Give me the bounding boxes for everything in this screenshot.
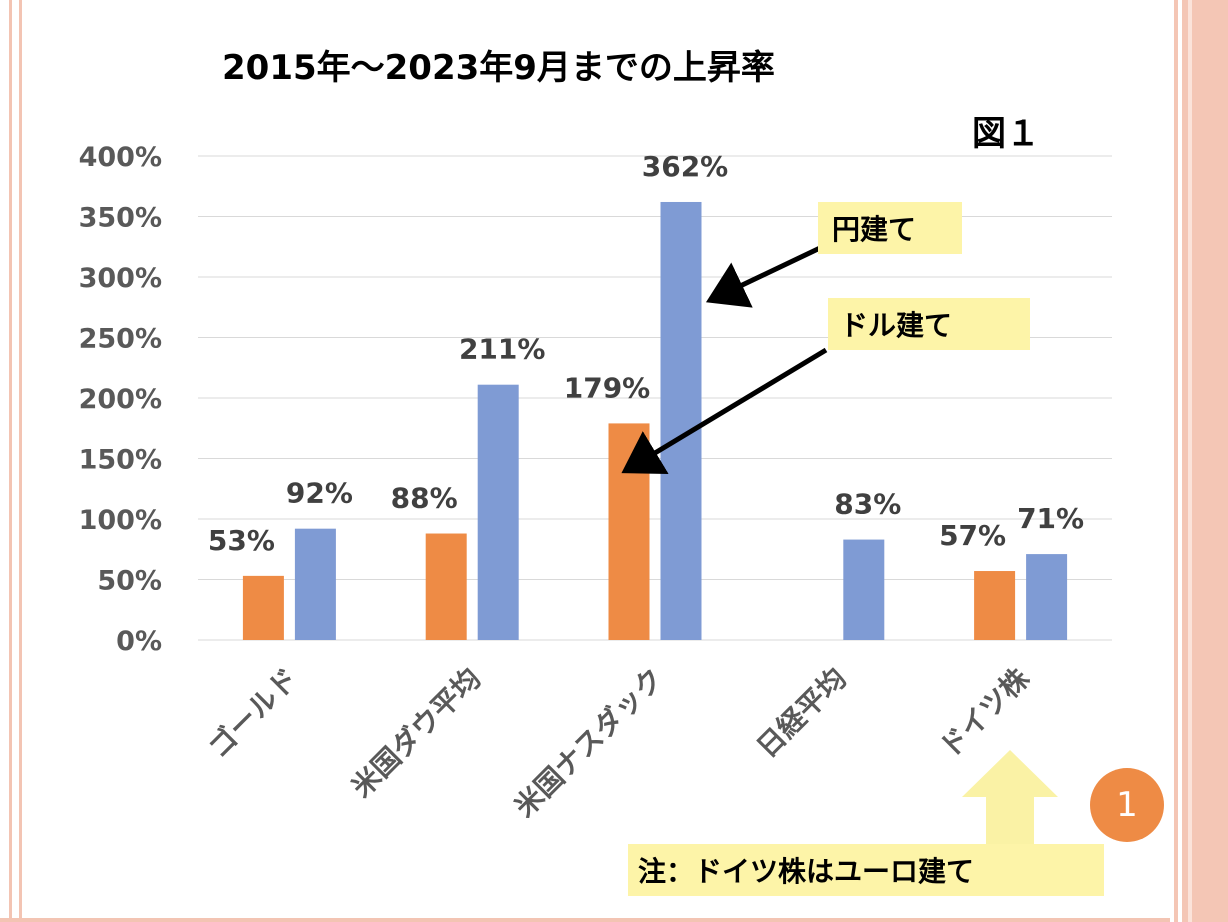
yen-arrow (705, 245, 822, 308)
x-tick-label: 米国ダウ平均 (345, 662, 487, 804)
slide-bottom-border (0, 918, 1170, 922)
dollar-arrow (621, 347, 828, 474)
y-tick-label: 100% (79, 505, 162, 536)
dollar-callout: ドル建て (828, 298, 1030, 350)
figure-label: 図１ (972, 114, 1040, 154)
y-tick-label: 350% (79, 203, 162, 234)
data-label: 211% (459, 333, 546, 366)
data-label: 88% (391, 482, 458, 515)
x-tick-label: 米国ナスダック (508, 662, 670, 824)
data-label: 92% (286, 477, 353, 510)
slide-border-left (0, 0, 22, 922)
data-label: 179% (564, 371, 651, 404)
up-arrow-icon (962, 750, 1058, 844)
data-label: 53% (208, 524, 275, 557)
bar-yen-3 (843, 539, 885, 640)
bar-yen-2 (660, 201, 702, 641)
y-tick-label: 0% (116, 626, 162, 657)
bar-dollar-4 (974, 571, 1016, 640)
y-tick-label: 400% (79, 142, 162, 173)
bar-yen-4 (1026, 554, 1068, 640)
y-tick-label: 150% (79, 445, 162, 476)
slide-border-right (1170, 0, 1228, 922)
y-tick-label: 250% (79, 324, 162, 355)
y-tick-label: 50% (97, 566, 162, 597)
data-label: 83% (834, 488, 901, 521)
x-tick-label: 日経平均 (750, 662, 853, 765)
chart-title: 2015年～2023年9月までの上昇率 (222, 48, 775, 88)
yen-callout: 円建て (818, 202, 962, 254)
data-label: 362% (642, 150, 729, 183)
x-tick-label: ゴールド (202, 662, 305, 765)
bar-dollar-0 (242, 575, 284, 640)
bar-yen-1 (477, 384, 519, 640)
bar-dollar-2 (608, 423, 650, 640)
x-tick-label: ドイツ株 (933, 661, 1036, 764)
note-callout: 注：ドイツ株はユーロ建て (628, 844, 1104, 896)
bar-yen-0 (294, 528, 336, 640)
slide-number-badge: 1 (1090, 768, 1164, 842)
y-tick-label: 200% (79, 384, 162, 415)
data-label: 57% (939, 519, 1006, 552)
bar-dollar-1 (425, 533, 467, 640)
y-tick-label: 300% (79, 263, 162, 294)
data-label: 71% (1017, 502, 1084, 535)
